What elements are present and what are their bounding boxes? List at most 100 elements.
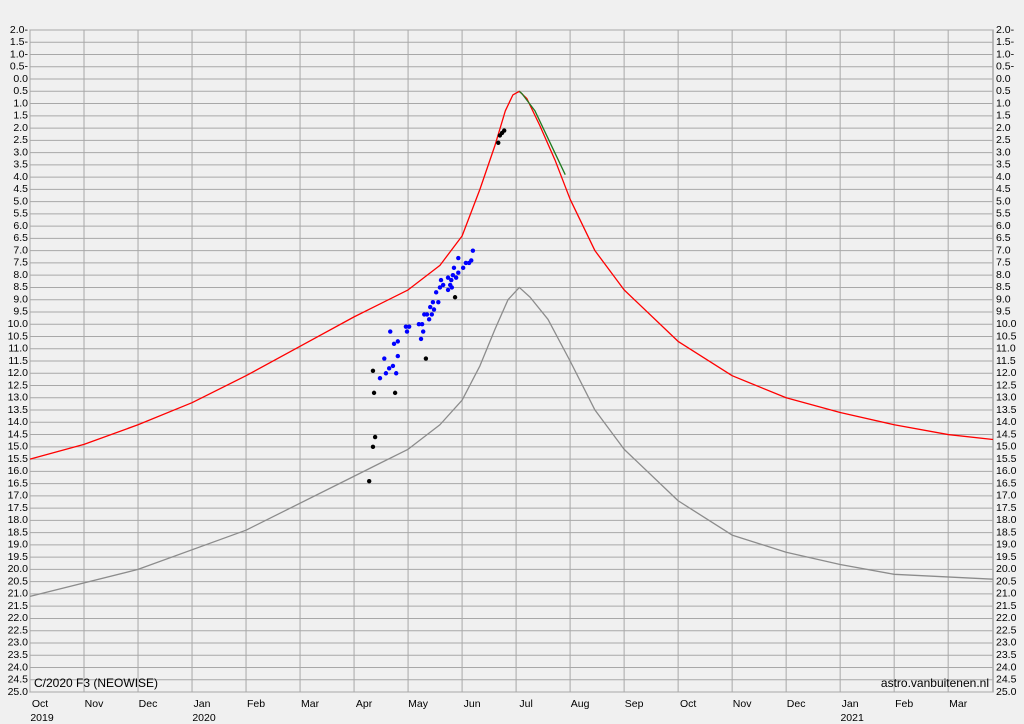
y-tick-label: 4.5: [13, 183, 28, 195]
y2-tick-label: 0.5-: [996, 61, 1015, 73]
x-tick-label: Feb: [247, 698, 265, 710]
data-point: [382, 356, 387, 361]
y2-tick-label: 5.0: [996, 195, 1011, 207]
y2-tick-label: 1.5-: [996, 36, 1015, 48]
data-point: [429, 312, 435, 317]
y-tick-label: 23.0: [8, 637, 29, 649]
data-point: [386, 366, 392, 371]
x-tick-label: Dec: [787, 698, 806, 710]
y-tick-label: 3.0: [13, 146, 28, 158]
y2-tick-label: 7.5: [996, 257, 1011, 269]
y-tick-label: 0.5-: [10, 61, 29, 73]
data-point: [428, 304, 433, 310]
data-point: [502, 128, 507, 133]
y-tick-label: 2.5: [13, 134, 28, 146]
data-point: [420, 329, 426, 334]
y-tick-label: 20.0: [8, 563, 29, 575]
y-tick-label: 8.0: [13, 269, 28, 281]
y2-tick-label: 18.0: [996, 514, 1017, 526]
x-tick-label: Jun: [464, 698, 481, 710]
data-point: [460, 265, 466, 271]
y2-tick-label: 19.0: [996, 539, 1017, 551]
y2-tick-label: 3.5: [996, 159, 1011, 171]
y-tick-label: 3.5: [13, 159, 28, 171]
y2-tick-label: 14.5: [996, 428, 1017, 440]
y2-tick-label: 3.0: [996, 146, 1011, 158]
y2-tick-label: 6.5: [996, 232, 1011, 244]
data-point: [395, 339, 401, 344]
data-point: [383, 371, 389, 376]
data-point: [463, 260, 469, 266]
y-tick-label: 10.5: [8, 330, 29, 342]
y-tick-label: 8.5: [13, 281, 28, 293]
y-tick-label: 9.0: [13, 293, 28, 305]
year-label: 2021: [840, 712, 864, 724]
y-tick-label: 2.0-: [10, 24, 29, 36]
x-tick-label: Sep: [625, 698, 644, 710]
y2-tick-label: 16.0: [996, 465, 1017, 477]
data-point: [453, 275, 459, 280]
y2-tick-label: 9.0: [996, 293, 1011, 305]
y2-tick-label: 12.0: [996, 367, 1017, 379]
y2-tick-label: 6.0: [996, 220, 1011, 232]
y-tick-label: 2.0: [13, 122, 28, 134]
data-point: [449, 285, 455, 290]
y2-tick-label: 22.5: [996, 624, 1017, 636]
y2-tick-label: 25.0: [996, 686, 1017, 698]
y-tick-label: 18.5: [8, 526, 29, 538]
y-tick-label: 0.0: [13, 73, 28, 85]
x-tick-label: Apr: [356, 698, 373, 710]
y2-tick-label: 20.5: [996, 575, 1017, 587]
data-point: [456, 255, 461, 261]
data-point: [452, 295, 458, 300]
y-tick-label: 9.5: [13, 306, 28, 318]
data-point: [445, 287, 451, 293]
y2-tick-label: 14.0: [996, 416, 1017, 428]
y-tick-label: 21.0: [8, 588, 29, 600]
marks: [29, 90, 994, 598]
y-tick-label: 11.0: [8, 343, 28, 355]
y-tick-label: 25.0: [8, 686, 29, 698]
x-tick-label: Mar: [949, 698, 968, 710]
y-tick-label: 13.0: [8, 392, 29, 404]
y-tick-label: 5.5: [13, 208, 28, 220]
curve: [29, 90, 994, 460]
y-tick-label: 14.5: [8, 428, 29, 440]
y-tick-label: 18.0: [8, 514, 29, 526]
data-point: [438, 277, 444, 283]
y-tick-label: 1.0: [13, 97, 28, 109]
data-point: [372, 434, 378, 440]
y-tick-label: 16.5: [8, 477, 29, 489]
y-tick-label: 20.5: [8, 575, 29, 587]
data-point: [366, 478, 372, 484]
data-point: [404, 329, 410, 334]
y-tick-label: 19.0: [8, 539, 29, 551]
y-tick-label: 12.5: [8, 379, 29, 391]
data-point: [391, 341, 397, 347]
y2-tick-label: 1.5: [996, 110, 1011, 122]
data-point: [470, 248, 476, 253]
y2-tick-label: 2.0-: [996, 24, 1015, 36]
y2-tick-label: 0.0: [996, 73, 1011, 85]
y-tick-label: 1.5: [13, 110, 28, 122]
year-label: 2019: [30, 712, 54, 724]
data-point: [370, 444, 376, 450]
y2-tick-label: 18.5: [996, 526, 1017, 538]
data-point: [433, 290, 439, 295]
data-point: [450, 272, 456, 278]
y-tick-label: 19.5: [8, 551, 29, 563]
grid: [29, 29, 993, 693]
y-tick-label: 5.0: [13, 195, 28, 207]
data-point: [436, 299, 441, 305]
y2-tick-label: 11.5: [996, 355, 1016, 367]
data-point: [431, 307, 437, 312]
data-point: [371, 390, 377, 396]
y-tick-label: 6.0: [13, 220, 28, 232]
data-point: [423, 356, 429, 361]
y-tick-label: 6.5: [13, 232, 28, 244]
site-label: astro.vanbuitenen.nl: [881, 676, 989, 690]
x-tick-label: Aug: [571, 698, 590, 710]
y-tick-label: 23.5: [8, 649, 29, 661]
y2-tick-label: 24.5: [996, 674, 1017, 686]
y-tick-label: 16.0: [8, 465, 29, 477]
